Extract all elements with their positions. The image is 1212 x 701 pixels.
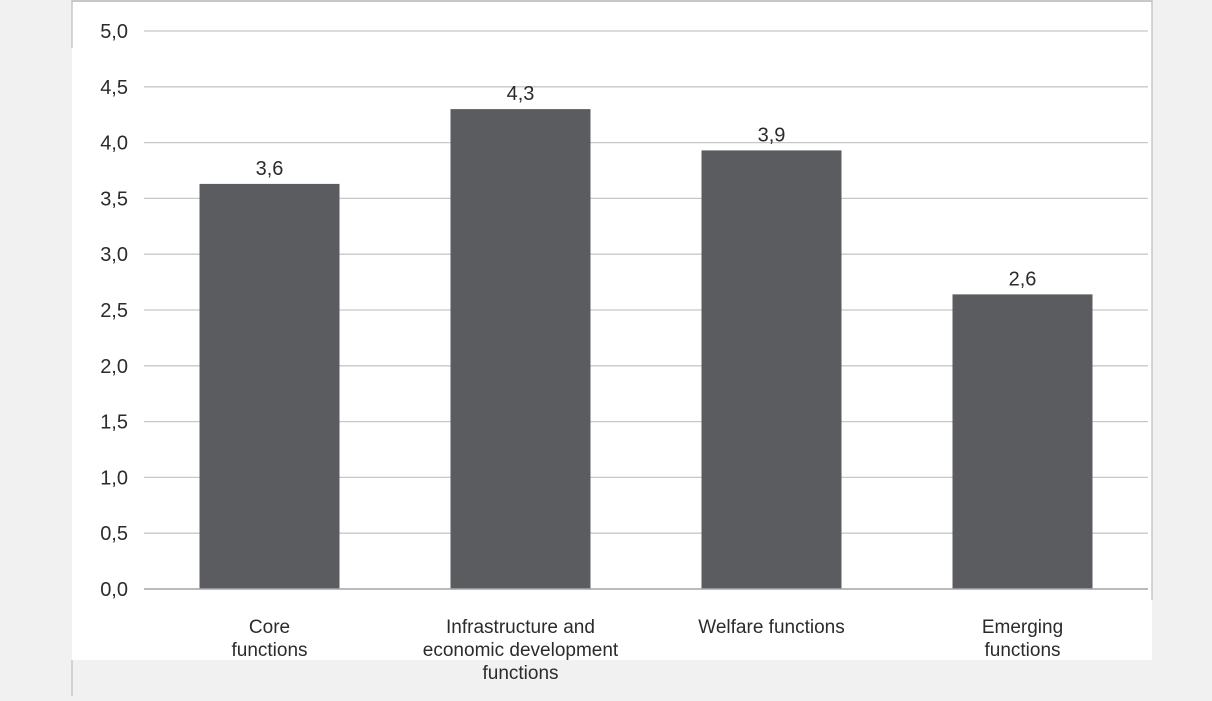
x-tick-label-line: Infrastructure and: [446, 617, 595, 638]
data-label: 4,3: [507, 83, 535, 105]
x-tick-label-line: functions: [482, 663, 558, 684]
y-tick-label: 3,0: [100, 244, 128, 266]
x-tick-label-line: Emerging: [982, 617, 1063, 638]
x-tick-label: Infrastructure and economic development fu…: [423, 617, 619, 684]
bar: [952, 294, 1093, 589]
x-tick-label-line: Core: [249, 617, 290, 638]
data-labels: 3,6 4,3 3,9 2,6: [256, 83, 1037, 290]
x-tick-label-line: functions: [984, 640, 1060, 661]
x-tick-label-line: functions: [231, 640, 307, 661]
bar: [450, 109, 591, 590]
data-label: 3,6: [256, 158, 284, 180]
y-tick-label: 4,5: [100, 77, 128, 99]
x-tick-label-line: economic development: [423, 640, 619, 661]
y-tick-label: 1,0: [100, 467, 128, 489]
y-tick-label: 1,5: [100, 412, 128, 434]
data-label: 3,9: [758, 124, 786, 146]
y-tick-label: 5,0: [100, 21, 128, 43]
bars: [199, 109, 1093, 590]
y-tick-label: 2,5: [100, 300, 128, 322]
x-tick-label-line: Welfare functions: [698, 617, 844, 638]
bar: [199, 183, 340, 589]
x-tick-label: Core functions: [231, 617, 307, 661]
y-tick-label: 4,0: [100, 133, 128, 155]
y-tick-label: 3,5: [100, 188, 128, 210]
y-tick-label: 0,5: [100, 523, 128, 545]
y-tick-label: 2,0: [100, 356, 128, 378]
y-axis: 0,0 0,5 1,0 1,5 2,0 2,5 3,0 3,5 4,0 4,5 5,0: [100, 21, 128, 601]
x-tick-label: Emerging functions: [982, 617, 1063, 661]
bar: [701, 150, 842, 590]
data-label: 2,6: [1009, 268, 1037, 290]
y-tick-label: 0,0: [100, 579, 128, 601]
x-tick-label: Welfare functions: [698, 617, 844, 638]
